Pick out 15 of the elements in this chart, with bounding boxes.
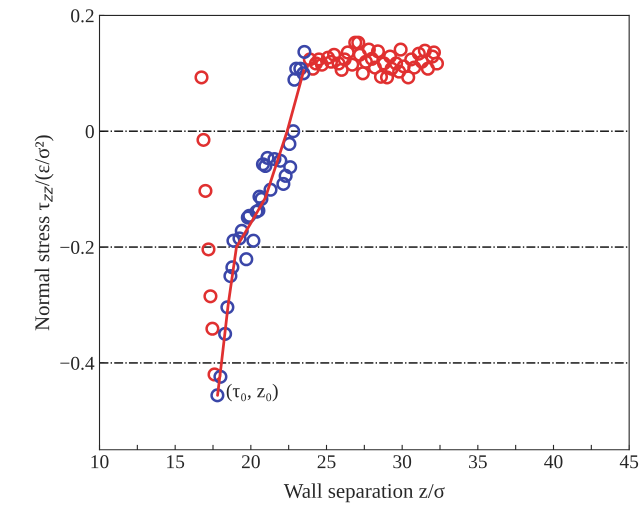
x-tick-label: 10 (92, 455, 108, 468)
x-tick-label: 20 (242, 455, 260, 468)
x-tick-label: 25 (318, 455, 336, 468)
annotation: (τ₀, z₀) (226, 384, 278, 402)
y-tick-label: −0.4 (60, 356, 94, 370)
y-tick-label: 0 (86, 125, 94, 138)
x-tick-label: 45 (620, 455, 638, 468)
x-tick-label: 30 (393, 455, 412, 468)
y-axis-title: Normal stress τ$_{zz}$/(ε/σ²) (34, 135, 54, 330)
x-tick-label: 40 (544, 455, 562, 468)
x-tick-label: 35 (469, 455, 487, 468)
x-axis-title: Wall separation z/σ (284, 483, 445, 502)
x-tick-label: 15 (167, 455, 184, 468)
y-tick-label: 0.2 (71, 9, 94, 22)
y-tick-label: −0.2 (60, 240, 94, 254)
